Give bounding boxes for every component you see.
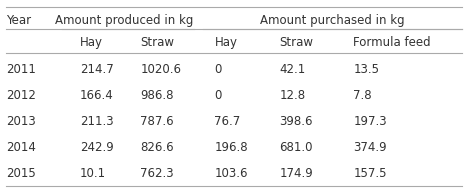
Text: Year: Year	[6, 14, 31, 27]
Text: 196.8: 196.8	[214, 141, 248, 154]
Text: 10.1: 10.1	[80, 167, 106, 180]
Text: 2011: 2011	[6, 63, 36, 75]
Text: 2012: 2012	[6, 89, 36, 102]
Text: 174.9: 174.9	[279, 167, 313, 180]
Text: 157.5: 157.5	[353, 167, 387, 180]
Text: 398.6: 398.6	[279, 115, 313, 128]
Text: Hay: Hay	[80, 36, 103, 49]
Text: 826.6: 826.6	[140, 141, 174, 154]
Text: 0: 0	[214, 89, 222, 102]
Text: 2014: 2014	[6, 141, 36, 154]
Text: 242.9: 242.9	[80, 141, 114, 154]
Text: 12.8: 12.8	[279, 89, 305, 102]
Text: 2015: 2015	[6, 167, 36, 180]
Text: 197.3: 197.3	[353, 115, 387, 128]
Text: Straw: Straw	[140, 36, 174, 49]
Text: 166.4: 166.4	[80, 89, 114, 102]
Text: 76.7: 76.7	[214, 115, 241, 128]
Text: 762.3: 762.3	[140, 167, 174, 180]
Text: Formula feed: Formula feed	[353, 36, 431, 49]
Text: 214.7: 214.7	[80, 63, 114, 75]
Text: 681.0: 681.0	[279, 141, 313, 154]
Text: 103.6: 103.6	[214, 167, 248, 180]
Text: 13.5: 13.5	[353, 63, 379, 75]
Text: 374.9: 374.9	[353, 141, 387, 154]
Text: Straw: Straw	[279, 36, 313, 49]
Text: Amount produced in kg: Amount produced in kg	[55, 14, 193, 27]
Text: 0: 0	[214, 63, 222, 75]
Text: Amount purchased in kg: Amount purchased in kg	[260, 14, 405, 27]
Text: 211.3: 211.3	[80, 115, 114, 128]
Text: Hay: Hay	[214, 36, 238, 49]
Text: 2013: 2013	[6, 115, 36, 128]
Text: 7.8: 7.8	[353, 89, 372, 102]
Text: 787.6: 787.6	[140, 115, 174, 128]
Text: 42.1: 42.1	[279, 63, 306, 75]
Text: 1020.6: 1020.6	[140, 63, 181, 75]
Text: 986.8: 986.8	[140, 89, 174, 102]
